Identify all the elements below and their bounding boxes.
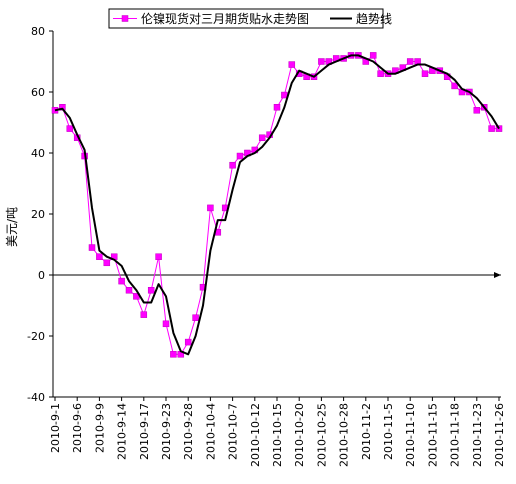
y-tick-label: 80 [31,25,45,38]
series-1-point [162,320,170,328]
series-1-point [236,152,244,160]
x-tick-label: 2010-11-26 [493,403,506,467]
y-tick-label: 0 [38,269,45,282]
legend-box [108,8,384,29]
x-tick-label: 2010-9-23 [160,403,173,460]
series-1-point [377,70,384,77]
series-1-point [488,125,495,132]
series-1-point [258,134,266,141]
series-1-point [406,58,414,65]
x-tick-label: 2010-10-4 [204,403,217,460]
x-tick-label: 2010-11-23 [471,403,484,467]
x-tick-label: 2010-9-6 [71,403,84,453]
series-1-point [229,161,236,169]
y-tick-label: 20 [31,208,45,221]
series-1-point [66,125,74,132]
y-tick-label: 60 [31,86,45,99]
legend: 伦镍现货对三月期货贴水走势图 趋势线 [108,8,392,29]
series-1-point [96,253,103,260]
x-tick-label: 2010-10-15 [271,403,284,467]
series-1-point [140,311,148,318]
x-tick-label: 2010-10-25 [315,403,328,467]
series-1-point [170,351,177,358]
y-tick-label: -20 [27,330,45,343]
axes: -40 -20 0 20 40 60 80 2010-9-1 2010-9-6 2010-9-9 2… [27,25,506,467]
x-tick-label: 2010-10-12 [249,403,262,467]
series-1 [51,52,503,358]
series-1-point [421,70,429,77]
legend-label-series-1: 伦镍现货对三月期货贴水走势图 [141,11,309,26]
x-tick-label: 2010-11-2 [360,403,373,460]
x-tick-label: 2010-11-15 [426,403,439,467]
x-tick-label: 2010-11-5 [382,403,395,460]
x-tick-label: 2010-9-17 [138,403,151,460]
series-1-point [103,259,111,267]
x-tick-label: 2010-9-14 [116,403,129,460]
series-2 [54,54,500,356]
y-axis-label: 美元/吨 [5,207,19,247]
x-tick-label: 2010-9-28 [182,403,195,460]
series-1-point [207,204,214,212]
series-2-line [54,54,500,356]
x-tick-label: 2010-10-7 [227,403,240,460]
x-tick-label: 2010-9-1 [49,403,62,453]
x-tick-label: 2010-10-20 [293,403,306,467]
series-1-point [147,287,155,294]
series-1-point [451,82,458,90]
series-1-point [273,104,281,111]
legend-label-series-2: 趋势线 [356,12,392,26]
series-1-point [125,287,133,294]
x-tick-label: 2010-9-9 [93,403,106,453]
series-1-point [473,107,481,114]
legend-marker-square-series-1 [121,15,129,22]
series-layer [51,52,503,358]
series-1-line [54,54,499,355]
series-1-point [155,253,162,260]
x-tick-label: 2010-11-10 [404,403,417,467]
series-1-point [369,52,377,59]
zero-line-arrow [494,272,501,278]
series-1-point [88,244,96,251]
x-tick-label: 2010-10-28 [338,403,351,467]
series-1-point [184,338,192,346]
x-tick-label: 2010-11-18 [449,403,462,467]
series-1-point [192,314,199,321]
y-tick-label: 40 [31,147,45,160]
series-1-point [288,61,296,68]
series-1-point [118,277,125,285]
y-tick-label: -40 [27,391,45,404]
series-1-point [318,58,325,65]
